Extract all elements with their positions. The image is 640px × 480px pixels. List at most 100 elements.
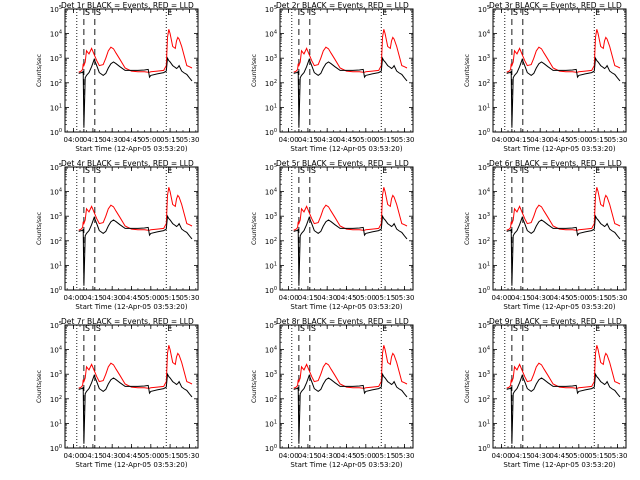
x-tick-label: 04:00 (491, 136, 511, 144)
events-series-line (506, 214, 621, 286)
y-tick-label: 104 (478, 188, 490, 197)
y-tick-label: 104 (50, 346, 62, 355)
x-tick-label: 05:00 (356, 136, 376, 144)
x-axis-title: Start Time (12-Apr-05 03:53:20) (290, 461, 402, 469)
region-marker-label: S (311, 8, 316, 17)
x-tick-label: 04:45 (549, 294, 569, 302)
y-tick-label: 101 (478, 419, 490, 428)
x-tick-label: 05:30 (179, 136, 199, 144)
y-tick-label: 105 (478, 5, 490, 14)
x-tick-label: 05:15 (588, 294, 608, 302)
events-series-line (506, 372, 621, 444)
y-tick-label: 102 (265, 237, 277, 246)
x-axis-title: Start Time (12-Apr-05 03:53:20) (503, 461, 615, 469)
x-tick-label: 05:00 (569, 452, 589, 460)
x-tick-label: 05:00 (141, 294, 161, 302)
y-tick-label: 103 (50, 370, 62, 379)
events-series-line (78, 372, 193, 444)
y-tick-label: 102 (265, 79, 277, 88)
y-axis-title: Counts/sec (36, 54, 43, 87)
y-tick-label: 105 (478, 321, 490, 330)
region-marker-label: S (513, 8, 518, 17)
x-tick-label: 05:30 (179, 294, 199, 302)
y-tick-label: 104 (478, 346, 490, 355)
panel-title: Det 3r BLACK = Events, RED = LLD (489, 1, 622, 10)
x-tick-label: 04:00 (63, 136, 83, 144)
x-tick-label: 04:00 (278, 294, 298, 302)
lld-series-line (293, 345, 408, 389)
x-tick-label: 04:30 (317, 136, 337, 144)
y-axis-title: Counts/sec (464, 370, 471, 403)
x-tick-label: 05:30 (179, 452, 199, 460)
x-tick-label: 05:00 (569, 136, 589, 144)
panel-title: Det 7r BLACK = Events, RED = LLD (61, 317, 194, 326)
x-tick-label: 04:00 (491, 294, 511, 302)
panel-title: Det 6r BLACK = Events, RED = LLD (489, 159, 622, 168)
y-tick-label: 100 (265, 286, 277, 295)
x-tick-label: 04:45 (121, 294, 141, 302)
x-tick-label: 04:45 (336, 452, 356, 460)
region-marker-label: S (513, 166, 518, 175)
y-tick-label: 102 (50, 395, 62, 404)
region-marker-label: E (167, 8, 172, 17)
y-tick-label: 100 (50, 444, 62, 453)
y-tick-label: 101 (478, 103, 490, 112)
y-tick-label: 105 (265, 163, 277, 172)
region-marker-label: E (167, 324, 172, 333)
region-marker-label: S (96, 324, 101, 333)
x-tick-label: 04:45 (549, 452, 569, 460)
lld-series-line (78, 187, 193, 231)
x-tick-label: 04:15 (83, 136, 103, 144)
x-axis-title: Start Time (12-Apr-05 03:53:20) (75, 145, 187, 153)
lld-series-line (506, 187, 621, 231)
region-marker-label: S (96, 166, 101, 175)
region-marker-label: S (300, 8, 305, 17)
y-tick-label: 100 (50, 286, 62, 295)
events-series-line (506, 56, 621, 128)
x-tick-label: 04:00 (491, 452, 511, 460)
x-tick-label: 05:00 (141, 136, 161, 144)
x-axis-title: Start Time (12-Apr-05 03:53:20) (503, 145, 615, 153)
panel-title: Det 5r BLACK = Events, RED = LLD (276, 159, 409, 168)
x-tick-label: 04:30 (317, 452, 337, 460)
x-axis-title: Start Time (12-Apr-05 03:53:20) (75, 303, 187, 311)
region-marker-label: E (167, 166, 172, 175)
x-tick-label: 05:00 (356, 452, 376, 460)
y-tick-label: 101 (265, 419, 277, 428)
x-tick-label: 04:30 (102, 136, 122, 144)
x-tick-label: 04:15 (511, 452, 531, 460)
y-axis-title: Counts/sec (36, 370, 43, 403)
x-tick-label: 05:15 (375, 452, 395, 460)
y-tick-label: 102 (478, 395, 490, 404)
lld-series-line (506, 29, 621, 73)
region-marker-label: S (85, 166, 90, 175)
region-marker-label: S (524, 166, 529, 175)
x-tick-label: 05:00 (569, 294, 589, 302)
events-series-line (293, 56, 408, 128)
y-tick-label: 100 (50, 128, 62, 137)
region-marker-label: S (300, 166, 305, 175)
x-axis-title: Start Time (12-Apr-05 03:53:20) (290, 303, 402, 311)
x-tick-label: 04:00 (63, 452, 83, 460)
panel-title: Det 8r BLACK = Events, RED = LLD (276, 317, 409, 326)
x-tick-label: 04:15 (83, 294, 103, 302)
x-tick-label: 04:30 (530, 136, 550, 144)
x-tick-label: 05:15 (375, 294, 395, 302)
x-tick-label: 04:00 (278, 136, 298, 144)
x-tick-label: 04:15 (298, 294, 318, 302)
lld-series-line (78, 29, 193, 73)
x-tick-label: 05:30 (607, 294, 627, 302)
y-tick-label: 104 (478, 30, 490, 39)
panel-title: Det 2r BLACK = Events, RED = LLD (276, 1, 409, 10)
y-tick-label: 100 (265, 444, 277, 453)
x-tick-label: 04:45 (336, 294, 356, 302)
y-tick-label: 103 (50, 212, 62, 221)
y-tick-label: 105 (50, 321, 62, 330)
y-axis-title: Counts/sec (464, 212, 471, 245)
